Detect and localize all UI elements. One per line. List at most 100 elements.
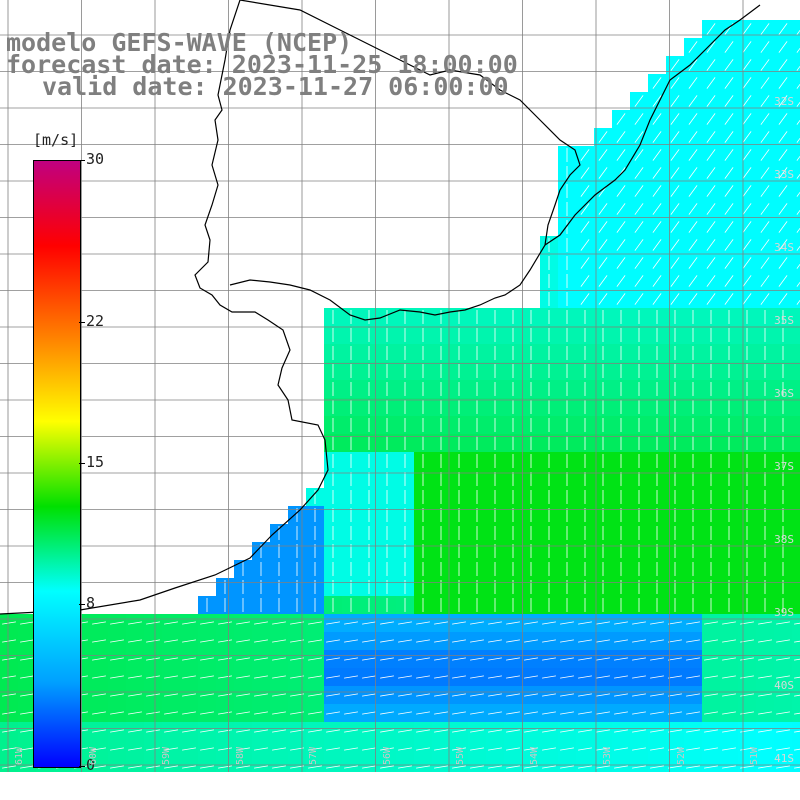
wind-arrow [760,23,770,35]
colorbar-unit: [m/s] [33,131,79,149]
wind-arrow [778,185,788,197]
wind-arrow [254,747,268,751]
wind-arrow [308,729,322,733]
wind-arrow [796,101,800,107]
wind-arrow [652,203,662,215]
wind-arrow [326,621,340,625]
wind-arrow [146,765,160,769]
wind-arrow [778,203,788,215]
wind-arrow [218,639,232,643]
wind-speed-cell [792,254,800,273]
wind-arrow [128,621,142,625]
wind-arrow [596,621,610,625]
wind-speed-cell [792,380,800,399]
wind-arrow [616,257,626,269]
wind-arrow [760,203,770,215]
wind-arrow [758,747,772,751]
wind-arrow [650,621,664,625]
wind-arrow [794,640,800,643]
wind-arrow [434,639,448,643]
latitude-label: 38S [774,533,794,546]
wind-arrow [650,729,664,733]
wind-speed-cell [792,200,800,219]
wind-arrow [128,657,142,661]
wind-arrow [670,275,680,287]
wind-arrow [272,657,286,661]
wind-arrow [740,711,754,715]
wind-arrow [740,729,754,733]
wind-arrow [236,747,250,751]
wind-arrow [578,675,592,679]
wind-arrow [452,693,466,697]
wind-arrow [740,621,754,625]
colorbar-tick-mark [79,463,85,464]
wind-speed-cell [792,470,800,489]
wind-arrow [742,131,752,143]
wind-arrow [688,149,698,161]
wind-arrow [542,621,556,625]
wind-arrow [560,639,574,643]
wind-arrow [598,239,608,251]
wind-arrow [740,675,754,679]
wind-arrow [632,657,646,661]
wind-arrow [740,747,754,751]
wind-arrow [758,639,772,643]
wind-arrow [272,765,286,769]
wind-arrow [452,729,466,733]
wind-arrow [724,293,734,305]
wind-arrow [362,675,376,679]
wind-arrow [506,675,520,679]
wind-arrow [488,621,502,625]
longitude-label: 58W [234,746,246,765]
wind-arrow [272,729,286,733]
wind-arrow [632,765,646,769]
wind-arrow [650,747,664,751]
longitude-label: 55W [455,746,466,765]
wind-arrow [652,185,662,197]
wind-arrow [650,639,664,643]
wind-arrow [128,765,142,769]
colorbar-tick-mark [79,160,85,161]
wind-speed-cell [792,182,800,201]
title-valid-date: valid date: 2023-11-27 06:00:00 [42,72,509,101]
wind-arrow [776,657,790,661]
wind-arrow [724,221,734,233]
wind-arrow [670,239,680,251]
wind-arrow [794,730,800,733]
title-forecast-date: forecast date: 2023-11-25 18:00:00 [6,50,518,79]
wind-speed-cell [792,326,800,345]
wind-arrow [632,621,646,625]
wind-arrow [344,747,358,751]
wind-arrow [470,729,484,733]
wind-arrow [796,155,800,161]
wind-arrow [578,621,592,625]
wind-arrow [670,149,680,161]
wind-arrow [686,639,700,643]
wind-arrow [652,293,662,305]
wind-arrow [686,675,700,679]
wind-arrow [668,675,682,679]
bottom-margin [0,772,800,800]
wind-arrow [616,185,626,197]
wind-speed-cell [792,398,800,417]
wind-arrow [634,275,644,287]
wind-arrow [670,257,680,269]
wind-arrow [362,639,376,643]
wind-arrow [760,59,770,71]
wind-arrow [634,149,644,161]
wind-speed-cell [792,704,800,723]
wind-arrow [110,711,124,715]
wind-arrow [110,657,124,661]
longitude-label: 56W [381,746,393,765]
wind-arrow [488,747,502,751]
wind-arrow [272,747,286,751]
wind-arrow [724,77,734,89]
wind-speed-cell [792,56,800,75]
wind-arrow [670,221,680,233]
wind-arrow [580,239,590,251]
wind-arrow [524,747,538,751]
wind-speed-cell [792,596,800,615]
wind-arrow [272,711,286,715]
wind-arrow [344,765,358,769]
wind-arrow [706,167,716,179]
